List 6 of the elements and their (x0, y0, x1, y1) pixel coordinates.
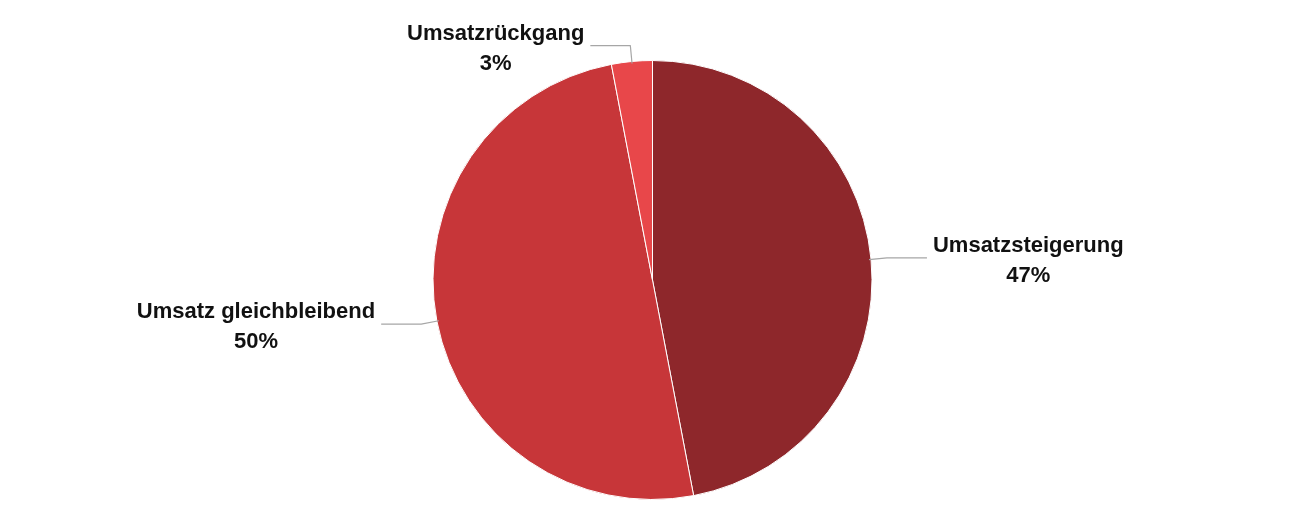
slice-label: Umsatzrückgang (407, 19, 585, 45)
slice-label: Umsatz gleichbleibend (136, 298, 376, 324)
data-label: 3% (479, 49, 512, 75)
data-label: 47% (1006, 261, 1051, 287)
slice-label: Umsatzsteigerung (932, 231, 1124, 257)
data-label: 50% (233, 328, 278, 354)
